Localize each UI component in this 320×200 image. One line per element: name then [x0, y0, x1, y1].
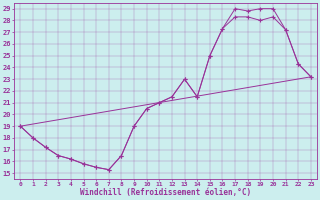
X-axis label: Windchill (Refroidissement éolien,°C): Windchill (Refroidissement éolien,°C) — [80, 188, 251, 197]
